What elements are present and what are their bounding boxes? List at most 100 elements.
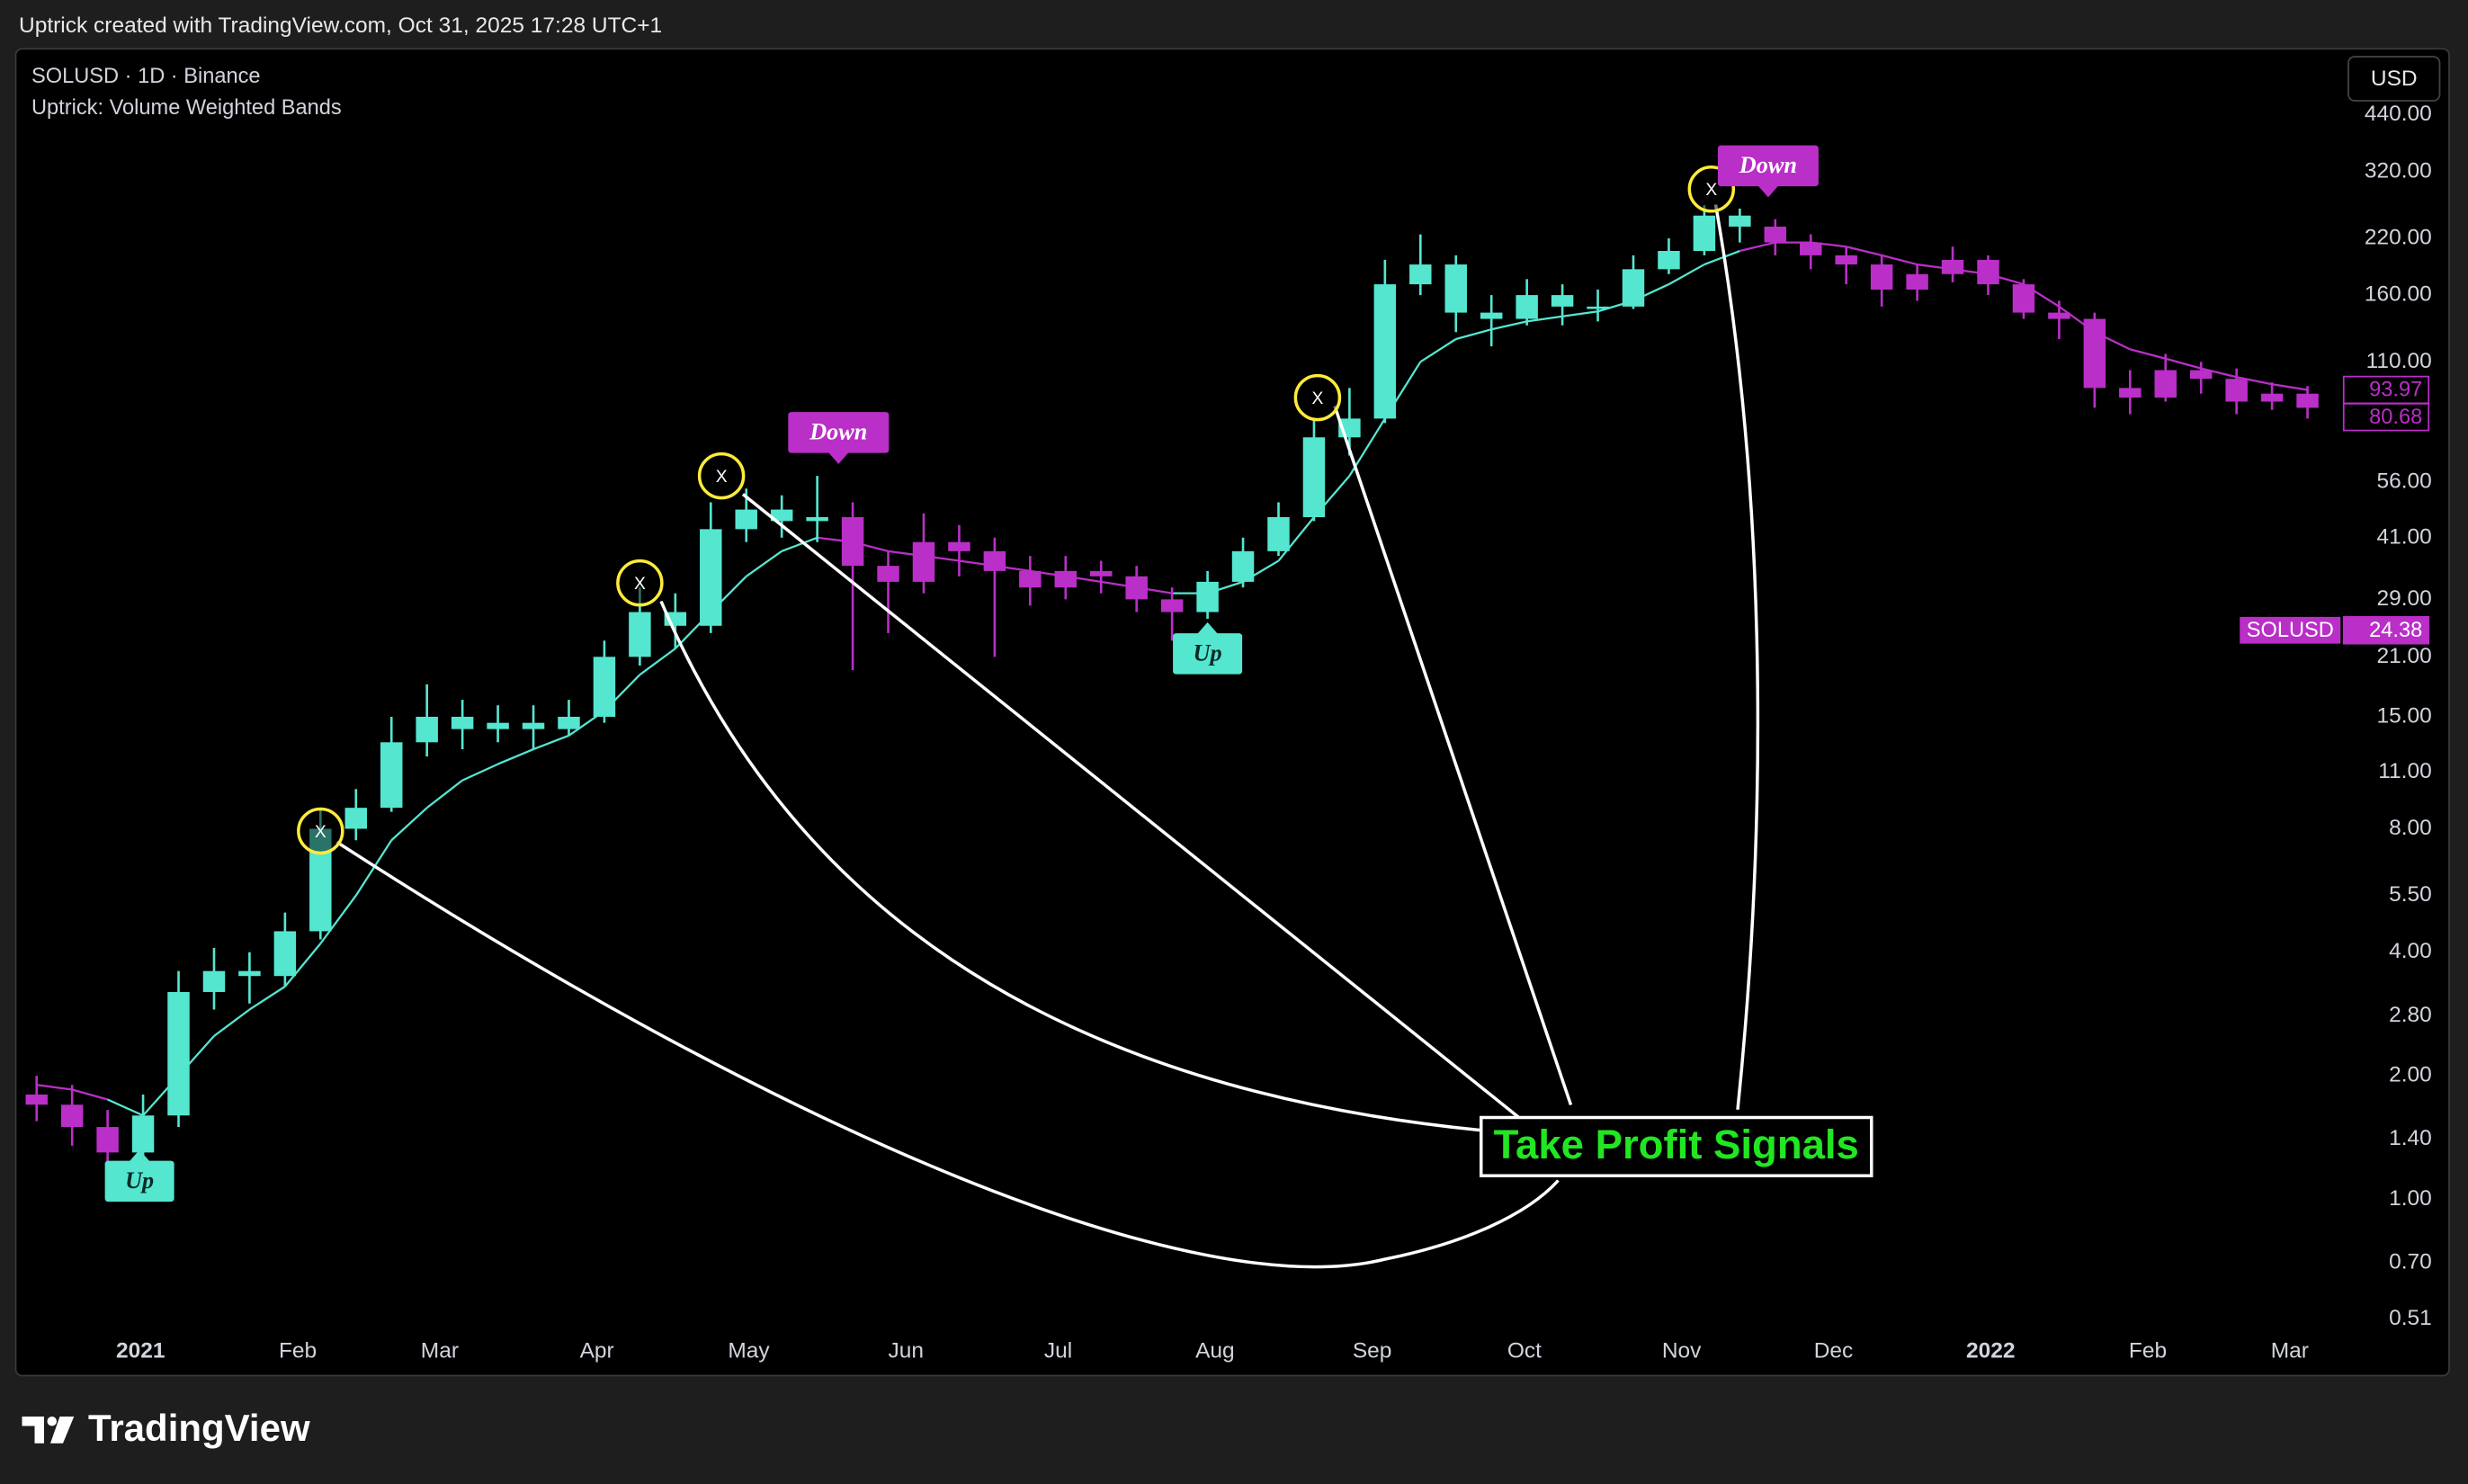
candle-body — [522, 722, 545, 729]
signal-layer: X X X X X Up Down Up Down — [104, 145, 1819, 1202]
candle-body — [1693, 215, 1716, 252]
signal-label: X — [716, 468, 728, 487]
x-tick-label: Jul — [1044, 1339, 1072, 1363]
candle-body — [380, 742, 403, 809]
y-tick-label: 8.00 — [2389, 816, 2432, 840]
curve — [335, 840, 1560, 1269]
band-segment — [639, 648, 676, 676]
x-tick-label: May — [728, 1339, 770, 1363]
candle-body — [558, 716, 580, 729]
trend-label: Up — [125, 1167, 154, 1193]
caption: Uptrick created with TradingView.com, Oc… — [19, 13, 662, 38]
candle-body — [167, 991, 190, 1116]
candle-body — [1160, 599, 1184, 612]
currency-label[interactable]: USD — [2371, 67, 2418, 91]
candle-body — [1480, 312, 1503, 319]
trend-label: Down — [809, 419, 867, 445]
signal-marker — [1293, 373, 1342, 422]
y-tick-label: 0.51 — [2389, 1306, 2432, 1330]
brand-logo — [22, 1417, 75, 1444]
x-tick-label: Feb — [2129, 1339, 2167, 1363]
y-tick-label: 220.00 — [2365, 225, 2432, 249]
price-tag-value: 93.97 — [2369, 379, 2422, 402]
candle-body — [1373, 284, 1397, 419]
price-tag-value: 80.68 — [2369, 406, 2422, 429]
x-tick-label: Nov — [1662, 1339, 1702, 1363]
candle-body — [1764, 226, 1787, 243]
candle-body — [1090, 570, 1113, 577]
y-tick-label: 440.00 — [2365, 102, 2432, 126]
price-tag — [2342, 375, 2430, 405]
signal-label: X — [315, 823, 326, 842]
candle-body — [770, 509, 793, 522]
candle-body — [700, 529, 722, 626]
candle-body — [2083, 318, 2106, 389]
trend-pointer — [827, 451, 850, 464]
band-segment — [746, 550, 782, 577]
candle-body — [238, 970, 261, 977]
candle-body — [2154, 370, 2177, 398]
currency-button[interactable] — [2347, 56, 2441, 102]
candle-body — [1835, 255, 1857, 265]
annotation: Take Profit Signals — [1494, 1122, 1859, 1167]
trend-box — [788, 412, 890, 453]
band-segment — [248, 985, 286, 1011]
candle-body — [1125, 576, 1148, 600]
band-segment — [1455, 328, 1492, 341]
brand: TradingView — [88, 1407, 310, 1449]
x-tick-label: Mar — [2271, 1339, 2309, 1363]
x-tick-label: Jun — [889, 1339, 925, 1363]
y-tick-label: 21.00 — [2376, 644, 2431, 668]
y-tick-label: 56.00 — [2376, 469, 2431, 494]
candle-body — [273, 931, 297, 977]
trend-label: Up — [1194, 640, 1222, 666]
chart-subtitle: Uptrick: Volume Weighted Bands — [31, 96, 342, 120]
band-segment — [2200, 367, 2237, 379]
candle-body — [2225, 379, 2248, 402]
curve — [1333, 405, 1573, 1106]
band-segment — [1490, 320, 1527, 331]
candle-body — [131, 1115, 155, 1153]
y-tick-label: 11.00 — [2378, 759, 2432, 783]
trend-box — [1717, 145, 1819, 187]
candle-body — [1231, 550, 1255, 582]
trend-label: Down — [1739, 152, 1797, 178]
candle-body — [1267, 517, 1290, 551]
y-tick-label: 4.00 — [2389, 939, 2432, 963]
band-segment — [1526, 315, 1563, 323]
annotation-box — [1480, 1115, 1873, 1178]
band-segment — [532, 734, 569, 751]
candle-body — [202, 970, 226, 992]
band-segment — [1668, 264, 1705, 286]
band-segment — [2165, 357, 2202, 370]
x-tick-label: 2022 — [1966, 1339, 2016, 1363]
candle-body — [912, 541, 935, 582]
y-tick-label: 160.00 — [2365, 282, 2432, 307]
signal-marker — [697, 451, 746, 500]
candle-body — [1729, 215, 1751, 227]
candle-body — [1054, 570, 1078, 588]
y-tick-label: 2.00 — [2389, 1063, 2432, 1087]
price-tag — [2342, 402, 2430, 432]
curve — [659, 600, 1480, 1132]
candle-body — [1302, 437, 1326, 518]
band-segment — [213, 1008, 251, 1037]
candle-body — [25, 1094, 48, 1105]
signal-marker — [616, 559, 664, 607]
trend-pointer — [1196, 621, 1219, 635]
y-tick-label: 110.00 — [2366, 349, 2432, 373]
candle-body — [1800, 242, 1822, 255]
candle-body — [593, 657, 616, 717]
candle-body — [1444, 264, 1467, 313]
x-tick-label: Dec — [1814, 1339, 1854, 1363]
x-tick-label: Oct — [1507, 1339, 1542, 1363]
candle-body — [2189, 370, 2213, 380]
y-tick-label: 5.50 — [2389, 882, 2432, 907]
candle-body — [1516, 295, 1538, 319]
candle-body — [806, 517, 828, 522]
candle-body — [416, 716, 438, 743]
band-segment — [1561, 310, 1598, 317]
y-tick-label: 29.00 — [2376, 586, 2431, 611]
band-segment — [319, 895, 357, 944]
